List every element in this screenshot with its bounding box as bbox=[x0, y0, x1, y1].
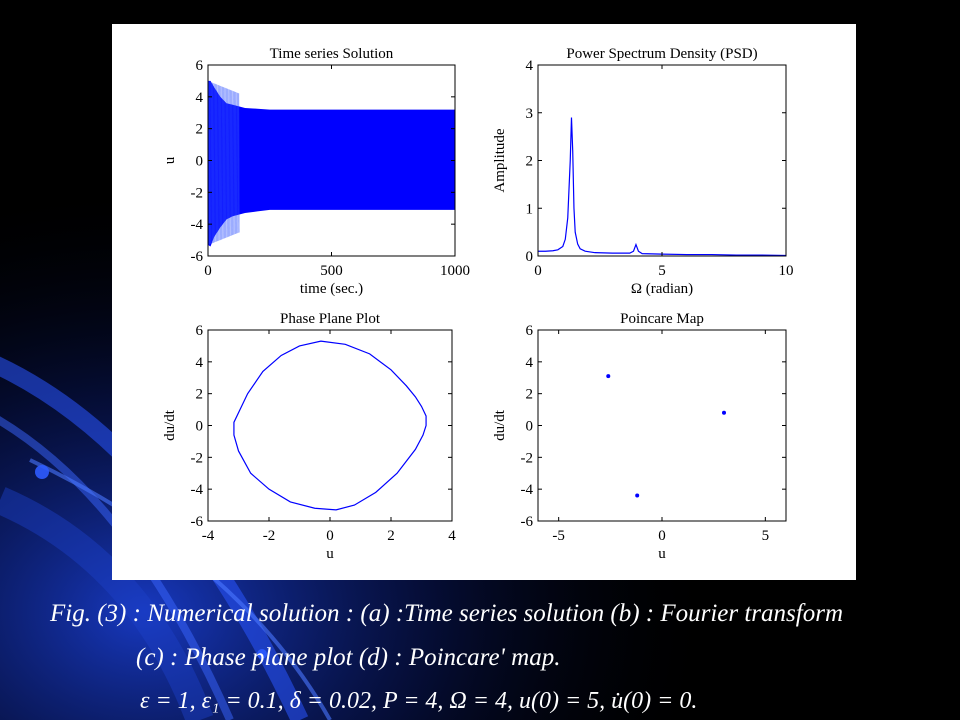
y-tick-label: 3 bbox=[526, 106, 534, 122]
y-tick-label: 0 bbox=[196, 154, 204, 170]
x-tick-label: 500 bbox=[320, 263, 343, 279]
x-axis-label: u bbox=[658, 546, 666, 562]
y-axis-label: u bbox=[162, 156, 178, 164]
x-tick-label: -5 bbox=[552, 528, 565, 544]
x-tick-label: 4 bbox=[448, 528, 456, 544]
y-tick-label: -2 bbox=[191, 450, 204, 466]
data-layer bbox=[606, 374, 726, 498]
data-point bbox=[635, 493, 640, 498]
y-tick-label: 6 bbox=[196, 323, 204, 339]
background-arc bbox=[0, 487, 214, 720]
y-tick-label: 4 bbox=[526, 355, 534, 371]
y-tick-label: 2 bbox=[526, 154, 534, 170]
chart-4: -5 0 5 6 4 2 0 -2 -4 -6 Poincare Map u du/dt bbox=[492, 311, 787, 562]
y-tick-label: -2 bbox=[521, 450, 534, 466]
y-tick-label: -4 bbox=[191, 482, 204, 498]
y-axis-label: Amplitude bbox=[492, 128, 508, 193]
background-dot bbox=[257, 649, 267, 659]
axes-frame bbox=[537, 329, 787, 522]
x-tick-label: 10 bbox=[779, 263, 794, 279]
chart-title: Power Spectrum Density (PSD) bbox=[566, 46, 757, 62]
y-tick-label: 0 bbox=[526, 419, 534, 435]
background-dot bbox=[35, 465, 49, 479]
x-tick-label: 0 bbox=[204, 263, 212, 279]
y-tick-label: -6 bbox=[521, 514, 534, 530]
data-layer bbox=[208, 80, 455, 247]
data-point bbox=[722, 410, 726, 415]
x-tick-label: -2 bbox=[263, 528, 276, 544]
y-axis-label: du/dt bbox=[162, 409, 178, 441]
x-axis-label: u bbox=[326, 546, 334, 562]
x-axis-label: Ω (radian) bbox=[631, 281, 693, 297]
background-arc bbox=[0, 416, 234, 720]
axes-frame bbox=[207, 329, 453, 522]
x-tick-label: 2 bbox=[387, 528, 395, 544]
x-axis-label: time (sec.) bbox=[300, 281, 363, 297]
y-tick-label: 2 bbox=[196, 387, 204, 403]
series-line bbox=[538, 117, 786, 256]
y-tick-label: 6 bbox=[526, 323, 534, 339]
chart-title: Phase Plane Plot bbox=[280, 311, 381, 327]
y-tick-label: -4 bbox=[191, 217, 204, 233]
x-tick-label: 0 bbox=[534, 263, 542, 279]
caption: Fig. (3) : Numerical solution : (a) :Tim… bbox=[0, 598, 960, 720]
data-layer bbox=[233, 340, 427, 511]
chart-title: Poincare Map bbox=[620, 311, 704, 327]
data-layer bbox=[538, 117, 786, 256]
y-tick-label: 4 bbox=[196, 90, 204, 106]
y-tick-label: -6 bbox=[191, 249, 204, 265]
caption-line-3: ε = 1, ε₁ = 0.1, δ = 0.02, P = 4, Ω = 4,… bbox=[140, 688, 698, 714]
y-tick-label: 2 bbox=[526, 387, 534, 403]
y-tick-label: -4 bbox=[521, 482, 534, 498]
y-tick-label: 0 bbox=[196, 419, 204, 435]
caption-line-1: Fig. (3) : Numerical solution : (a) :Tim… bbox=[50, 600, 843, 627]
y-tick-label: 2 bbox=[196, 122, 204, 138]
series-band bbox=[208, 80, 455, 247]
x-tick-label: 5 bbox=[658, 263, 666, 279]
y-tick-label: 4 bbox=[526, 58, 534, 74]
x-tick-label: 0 bbox=[658, 528, 666, 544]
caption-line-2: (c) : Phase plane plot (d) : Poincare' m… bbox=[136, 644, 561, 671]
y-tick-label: -2 bbox=[191, 185, 204, 201]
y-axis-label: du/dt bbox=[492, 409, 508, 441]
data-point bbox=[606, 374, 611, 379]
series-line bbox=[233, 340, 427, 511]
x-tick-label: 1000 bbox=[440, 263, 470, 279]
figure-panel: 0 500 1000 6 4 2 0 -2 -4 -6 Time series Solution ti… bbox=[112, 24, 856, 580]
x-tick-label: -4 bbox=[202, 528, 215, 544]
chart-title: Time series Solution bbox=[270, 46, 394, 62]
y-tick-label: 6 bbox=[196, 58, 204, 74]
y-tick-label: -6 bbox=[191, 514, 204, 530]
chart-1: 0 500 1000 6 4 2 0 -2 -4 -6 Time series Solution ti… bbox=[162, 46, 470, 297]
y-tick-label: 0 bbox=[526, 249, 534, 265]
y-tick-label: 1 bbox=[526, 201, 534, 217]
x-tick-label: 0 bbox=[326, 528, 334, 544]
y-tick-label: 4 bbox=[196, 355, 204, 371]
x-tick-label: 5 bbox=[762, 528, 770, 544]
